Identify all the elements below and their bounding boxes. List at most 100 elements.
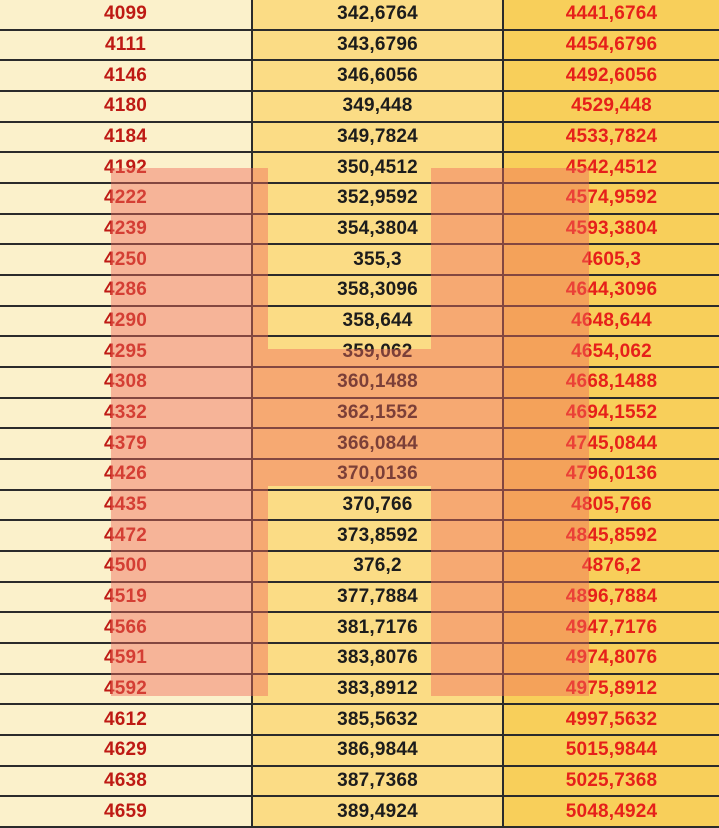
cell-value-left[interactable]: 4379 xyxy=(0,429,251,461)
cell-value-right[interactable]: 4644,3096 xyxy=(502,276,719,307)
cell-value-middle[interactable]: 358,644 xyxy=(251,306,502,338)
table-row: 4222 352,9592 4574,9592 xyxy=(0,184,719,215)
cell-value-middle[interactable]: 360,1488 xyxy=(251,368,502,399)
cell-value-right[interactable]: 4654,062 xyxy=(502,337,719,369)
cell-value-right[interactable]: 4542,4512 xyxy=(502,153,719,185)
cell-value-middle[interactable]: 373,8592 xyxy=(251,521,502,553)
cell-value-right[interactable]: 4876,2 xyxy=(502,552,719,583)
cell-value-left[interactable]: 4184 xyxy=(0,122,251,154)
cell-value-right[interactable]: 4492,6056 xyxy=(502,61,719,93)
cell-value-middle[interactable]: 383,8912 xyxy=(251,674,502,706)
cell-value-middle[interactable]: 352,9592 xyxy=(251,184,502,215)
table-row: 4332 362,1552 4694,1552 xyxy=(0,398,719,430)
cell-value-left[interactable]: 4192 xyxy=(0,153,251,185)
cell-value-left[interactable]: 4286 xyxy=(0,276,251,307)
cell-value-middle[interactable]: 370,0136 xyxy=(251,460,502,491)
table-row: 4638 387,7368 5025,7368 xyxy=(0,766,719,798)
table-row: 4192 350,4512 4542,4512 xyxy=(0,153,719,185)
cell-value-middle[interactable]: 386,9844 xyxy=(251,736,502,767)
cell-value-right[interactable]: 5025,7368 xyxy=(502,766,719,798)
cell-value-right[interactable]: 4529,448 xyxy=(502,92,719,123)
cell-value-left[interactable]: 4426 xyxy=(0,460,251,491)
cell-value-middle[interactable]: 342,6764 xyxy=(251,0,502,31)
cell-value-left[interactable]: 4250 xyxy=(0,245,251,277)
cell-value-middle[interactable]: 346,6056 xyxy=(251,61,502,93)
table-row: 4180 349,448 4529,448 xyxy=(0,92,719,123)
cell-value-middle[interactable]: 387,7368 xyxy=(251,766,502,798)
table-row: 4435 370,766 4805,766 xyxy=(0,490,719,522)
cell-value-right[interactable]: 4805,766 xyxy=(502,490,719,522)
cell-value-middle[interactable]: 381,7176 xyxy=(251,613,502,645)
cell-value-middle[interactable]: 343,6796 xyxy=(251,30,502,62)
cell-value-left[interactable]: 4638 xyxy=(0,766,251,798)
cell-value-right[interactable]: 4974,8076 xyxy=(502,644,719,675)
cell-value-left[interactable]: 4435 xyxy=(0,490,251,522)
cell-value-right[interactable]: 4947,7176 xyxy=(502,613,719,645)
cell-value-left[interactable]: 4290 xyxy=(0,306,251,338)
cell-value-left[interactable]: 4308 xyxy=(0,368,251,399)
cell-value-right[interactable]: 4454,6796 xyxy=(502,30,719,62)
cell-value-right[interactable]: 4533,7824 xyxy=(502,122,719,154)
cell-value-middle[interactable]: 355,3 xyxy=(251,245,502,277)
cell-value-middle[interactable]: 377,7884 xyxy=(251,582,502,614)
cell-value-right[interactable]: 4441,6764 xyxy=(502,0,719,31)
cell-value-left[interactable]: 4332 xyxy=(0,398,251,430)
cell-value-left[interactable]: 4099 xyxy=(0,0,251,31)
cell-value-middle[interactable]: 376,2 xyxy=(251,552,502,583)
cell-value-left[interactable]: 4111 xyxy=(0,30,251,62)
cell-value-middle[interactable]: 366,0844 xyxy=(251,429,502,461)
table-row: 4426 370,0136 4796,0136 xyxy=(0,460,719,491)
cell-value-middle[interactable]: 350,4512 xyxy=(251,153,502,185)
cell-value-left[interactable]: 4180 xyxy=(0,92,251,123)
cell-value-left[interactable]: 4472 xyxy=(0,521,251,553)
cell-value-middle[interactable]: 354,3804 xyxy=(251,214,502,246)
cell-value-middle[interactable]: 389,4924 xyxy=(251,797,502,828)
cell-value-middle[interactable]: 359,062 xyxy=(251,337,502,369)
cell-value-left[interactable]: 4295 xyxy=(0,337,251,369)
cell-value-left[interactable]: 4519 xyxy=(0,582,251,614)
cell-value-middle[interactable]: 349,7824 xyxy=(251,122,502,154)
cell-value-middle[interactable]: 385,5632 xyxy=(251,705,502,737)
cell-value-left[interactable]: 4659 xyxy=(0,797,251,828)
cell-value-right[interactable]: 4605,3 xyxy=(502,245,719,277)
cell-value-right[interactable]: 5048,4924 xyxy=(502,797,719,828)
cell-value-right[interactable]: 4593,3804 xyxy=(502,214,719,246)
cell-value-right[interactable]: 5015,9844 xyxy=(502,736,719,767)
cell-value-right[interactable]: 4997,5632 xyxy=(502,705,719,737)
cell-value-middle[interactable]: 349,448 xyxy=(251,92,502,123)
cell-value-left[interactable]: 4591 xyxy=(0,644,251,675)
cell-value-right[interactable]: 4745,0844 xyxy=(502,429,719,461)
cell-value-right[interactable]: 4896,7884 xyxy=(502,582,719,614)
cell-value-right[interactable]: 4668,1488 xyxy=(502,368,719,399)
cell-value-left[interactable]: 4629 xyxy=(0,736,251,767)
table-row: 4250 355,3 4605,3 xyxy=(0,245,719,277)
cell-value-left[interactable]: 4146 xyxy=(0,61,251,93)
cell-value-left[interactable]: 4592 xyxy=(0,674,251,706)
cell-value-left[interactable]: 4500 xyxy=(0,552,251,583)
table-row: 4591 383,8076 4974,8076 xyxy=(0,644,719,675)
cell-value-middle[interactable]: 370,766 xyxy=(251,490,502,522)
cell-value-right[interactable]: 4694,1552 xyxy=(502,398,719,430)
table-row: 4500 376,2 4876,2 xyxy=(0,552,719,583)
cell-value-right[interactable]: 4574,9592 xyxy=(502,184,719,215)
cell-value-right[interactable]: 4845,8592 xyxy=(502,521,719,553)
cell-value-middle[interactable]: 358,3096 xyxy=(251,276,502,307)
cell-value-right[interactable]: 4975,8912 xyxy=(502,674,719,706)
cell-value-middle[interactable]: 383,8076 xyxy=(251,644,502,675)
cell-value-right[interactable]: 4796,0136 xyxy=(502,460,719,491)
cell-value-right[interactable]: 4648,644 xyxy=(502,306,719,338)
cell-value-left[interactable]: 4566 xyxy=(0,613,251,645)
table-row: 4379 366,0844 4745,0844 xyxy=(0,429,719,461)
cell-value-middle[interactable]: 362,1552 xyxy=(251,398,502,430)
table-row: 4566 381,7176 4947,7176 xyxy=(0,613,719,645)
table-row: 4099 342,6764 4441,6764 xyxy=(0,0,719,31)
table-row: 4290 358,644 4648,644 xyxy=(0,306,719,338)
cell-value-left[interactable]: 4222 xyxy=(0,184,251,215)
table-row: 4286 358,3096 4644,3096 xyxy=(0,276,719,307)
cell-value-left[interactable]: 4239 xyxy=(0,214,251,246)
table-row: 4295 359,062 4654,062 xyxy=(0,337,719,369)
cell-value-left[interactable]: 4612 xyxy=(0,705,251,737)
table-row: 4629 386,9844 5015,9844 xyxy=(0,736,719,767)
